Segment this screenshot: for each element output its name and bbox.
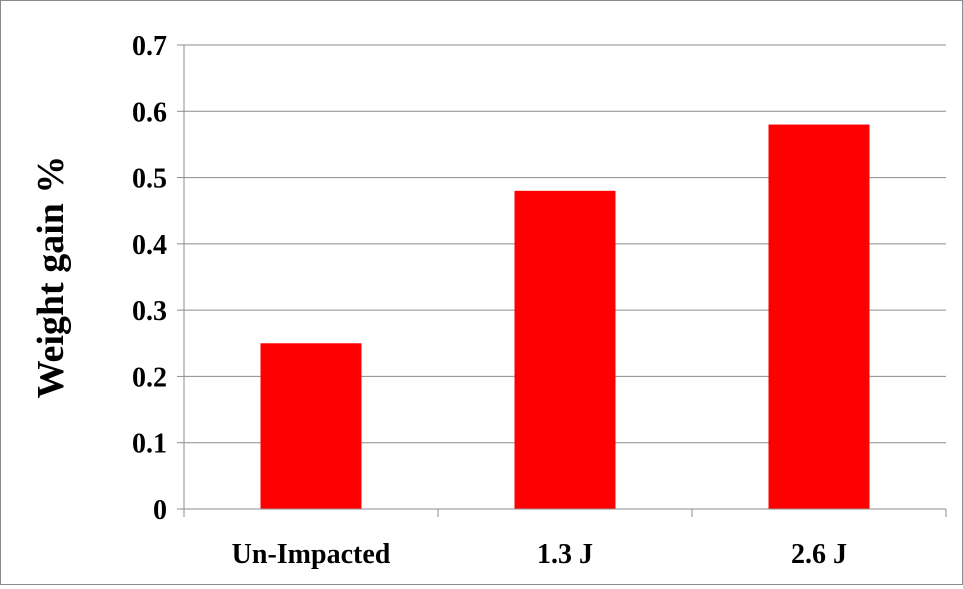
x-tick-label: 1.3 J — [537, 539, 593, 570]
y-tick-label: 0.4 — [132, 230, 167, 261]
bars — [260, 124, 870, 510]
y-tick-label: 0.1 — [132, 429, 167, 460]
x-tick-label: 2.6 J — [791, 539, 847, 570]
bar-1-3-j — [514, 190, 616, 510]
y-tick-label: 0 — [153, 495, 167, 526]
y-tick-label: 0.2 — [132, 362, 167, 393]
y-tick-label: 0.5 — [132, 164, 167, 195]
bar-un-impacted — [260, 343, 362, 509]
axes — [177, 44, 947, 517]
x-tick-label: Un-Impacted — [232, 539, 391, 570]
x-tick-labels: Un-Impacted 1.3 J 2.6 J — [232, 539, 847, 570]
y-tick-label: 0.3 — [132, 296, 167, 327]
bar-2-6-j — [768, 124, 870, 510]
y-axis-title: Weight gain % — [30, 156, 72, 399]
y-tick-label: 0.7 — [132, 31, 167, 62]
y-tick-label: 0.6 — [132, 97, 167, 128]
y-tick-labels: 0 0.1 0.2 0.3 0.4 0.5 0.6 0.7 — [132, 31, 167, 526]
